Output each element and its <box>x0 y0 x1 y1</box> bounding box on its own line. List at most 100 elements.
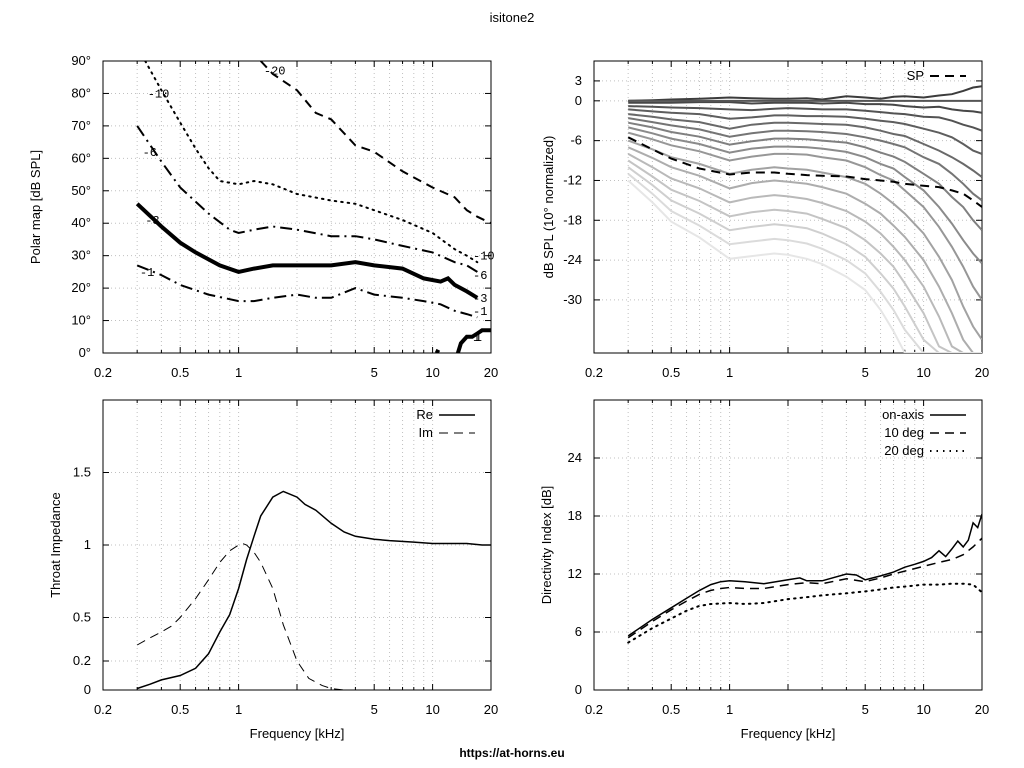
polar-response-curve <box>627 159 982 353</box>
polar-response-curve <box>627 131 982 301</box>
contour-label: -6 <box>143 146 157 160</box>
polar-response-curve <box>628 85 982 102</box>
y-tick-label: 1.5 <box>73 465 91 480</box>
contour-edge-label: -3 <box>473 292 487 306</box>
x-tick-label: 0.2 <box>585 702 603 717</box>
y-axis-label: dB SPL (10° normalized) <box>541 136 556 279</box>
legend-label: 20 deg <box>884 443 924 458</box>
x-tick-label: 5 <box>862 365 869 380</box>
series-line <box>627 537 982 639</box>
y-tick-label: 24 <box>568 450 582 465</box>
y-tick-label: 30° <box>71 248 91 263</box>
series-line <box>135 202 479 300</box>
x-tick-label: 10 <box>916 365 930 380</box>
y-tick-label: 70° <box>71 118 91 133</box>
chart-panel-1: 0.2 0.5 1 5 10 20 0° 10° 20° 30° 40° 50° 60° 70° 80° 90… <box>28 53 498 380</box>
x-tick-label: 10 <box>425 365 439 380</box>
polar-response-curve <box>627 126 982 265</box>
y-tick-label: -18 <box>563 212 582 227</box>
y-tick-label: -30 <box>563 292 582 307</box>
polar-response-curve <box>627 173 982 353</box>
x-tick-label: 5 <box>862 702 869 717</box>
y-tick-label: 0 <box>84 682 91 697</box>
x-tick-label: 1 <box>726 702 733 717</box>
legend-label: Im <box>419 425 433 440</box>
x-tick-label: 1 <box>235 365 242 380</box>
contour-edge-label: -10 <box>473 250 495 264</box>
legend-label: on-axis <box>882 407 924 422</box>
x-axis-label: Frequency [kHz] <box>741 726 836 741</box>
polar-response-curve <box>627 166 982 353</box>
y-tick-label: -6 <box>570 133 582 148</box>
x-tick-label: 5 <box>371 365 378 380</box>
x-tick-label: 20 <box>484 365 498 380</box>
y-tick-label: 6 <box>575 624 582 639</box>
series-line <box>136 490 491 690</box>
y-tick-label: 12 <box>568 566 582 581</box>
legend-label: SP <box>907 68 924 83</box>
polar-response-curve <box>627 179 982 353</box>
series-line <box>259 61 491 225</box>
contour-label: -1 <box>140 266 154 280</box>
series-line <box>434 348 441 353</box>
series-line <box>136 125 483 276</box>
y-tick-label: -12 <box>563 172 582 187</box>
polar-response-curve <box>627 153 982 353</box>
x-tick-label: 10 <box>916 702 930 717</box>
contour-label: -10 <box>148 87 170 101</box>
series-line <box>627 513 982 637</box>
polar-response-curve <box>628 108 982 155</box>
x-tick-label: 20 <box>975 702 989 717</box>
y-axis-label: Polar map [dB SPL] <box>28 150 43 264</box>
figure-title: isitone2 <box>490 10 535 25</box>
y-tick-label: 0.2 <box>73 653 91 668</box>
contour-label: 1 <box>475 331 482 345</box>
x-tick-label: 0.2 <box>585 365 603 380</box>
y-tick-label: 50° <box>71 183 91 198</box>
y-tick-label: 0° <box>79 345 91 360</box>
y-tick-label: 90° <box>71 53 91 68</box>
y-tick-label: 20° <box>71 280 91 295</box>
x-tick-label: 5 <box>371 702 378 717</box>
polar-response-curve <box>628 121 982 231</box>
y-tick-label: 18 <box>568 508 582 523</box>
x-tick-label: 0.5 <box>662 365 680 380</box>
y-tick-label: 10° <box>71 313 91 328</box>
plot-area <box>135 61 491 353</box>
series-line <box>136 264 478 319</box>
y-tick-label: 3 <box>575 73 582 88</box>
contour-edge-label: 1 <box>473 331 480 345</box>
plot-area <box>136 490 491 690</box>
footer-url: https://at-horns.eu <box>459 746 564 760</box>
series-line <box>455 328 491 353</box>
y-tick-label: -24 <box>563 252 582 267</box>
x-tick-label: 10 <box>425 702 439 717</box>
x-tick-label: 0.2 <box>94 365 112 380</box>
polar-response-curve <box>628 117 982 202</box>
y-tick-label: 40° <box>71 215 91 230</box>
contour-label: -3 <box>145 214 159 228</box>
polar-response-curve <box>627 146 982 353</box>
y-tick-label: 0 <box>575 93 582 108</box>
x-tick-label: 1 <box>726 365 733 380</box>
y-axis-label: Throat Impedance <box>48 492 63 598</box>
x-tick-label: 0.2 <box>94 702 112 717</box>
series-line <box>627 136 982 208</box>
plots-container: 0.2 0.5 1 5 10 200°10°20°30°40°50°60°70°80°90… <box>28 53 989 741</box>
y-tick-label: 80° <box>71 85 91 100</box>
plot-area <box>627 513 982 644</box>
contour-edge-label: -6 <box>473 269 487 283</box>
polar-response-curve <box>628 101 982 114</box>
series-line <box>627 582 982 644</box>
contour-label: -20 <box>264 65 286 79</box>
y-tick-label: 0.5 <box>73 610 91 625</box>
contour-edge-label: -1 <box>473 305 487 319</box>
y-tick-label: 0 <box>575 682 582 697</box>
y-axis-label: Directivity Index [dB] <box>539 486 554 605</box>
chart-panel-4: 0.2 0.5 1 5 10 20 0 6 12 18 24 Directivity Index [d… <box>539 399 989 741</box>
legend-label: 10 deg <box>884 425 924 440</box>
series-line <box>136 542 448 690</box>
